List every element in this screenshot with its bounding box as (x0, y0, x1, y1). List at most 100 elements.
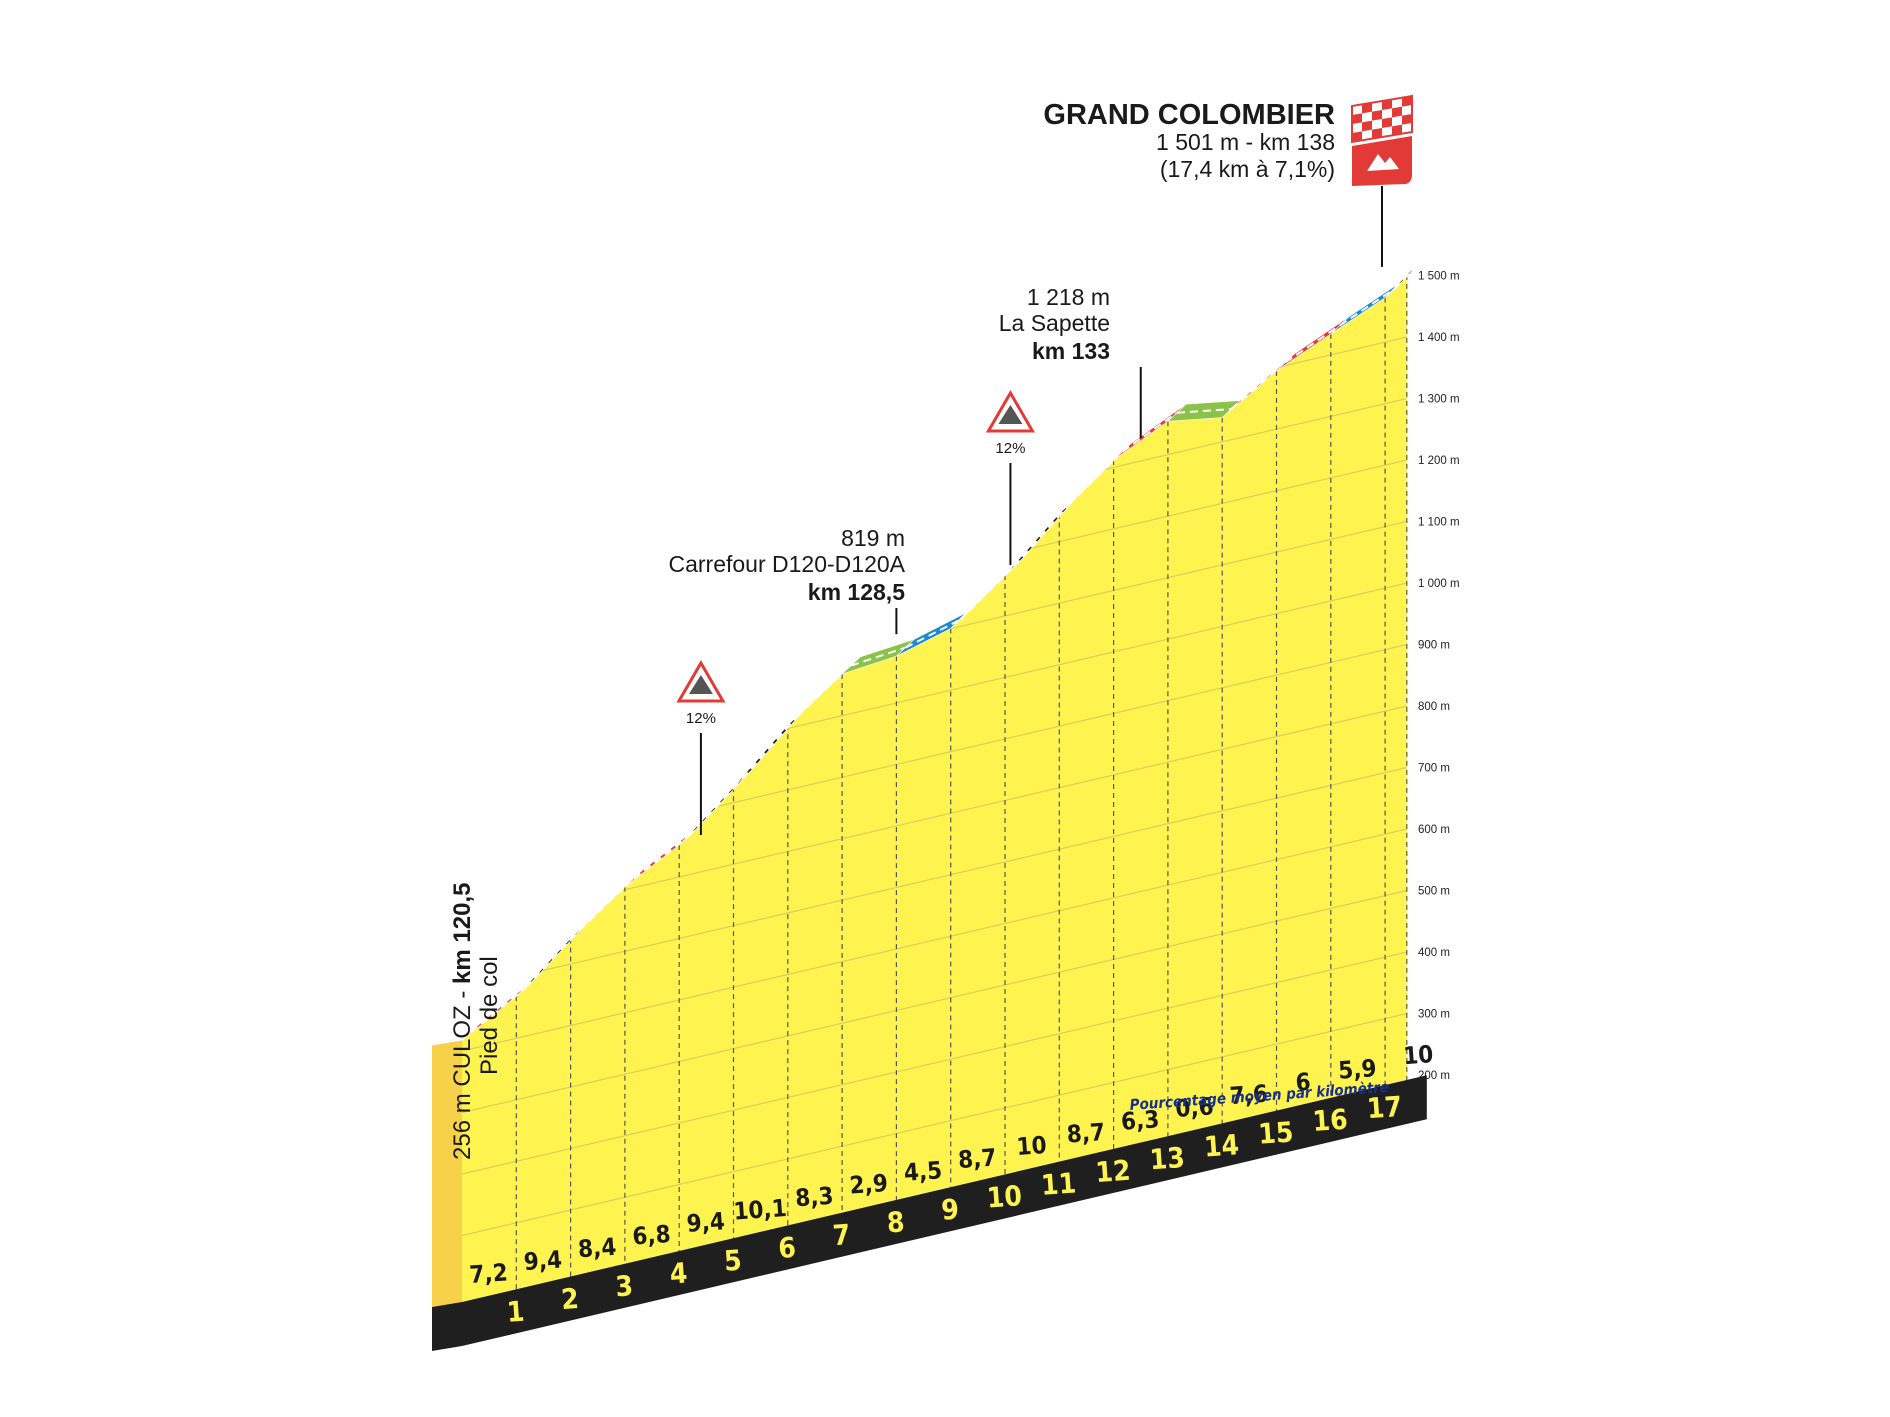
gradient-label-10: 8,7 (957, 1143, 997, 1174)
road-centerline-16 (1284, 324, 1341, 364)
road-centerline-1 (470, 987, 526, 1033)
road-centerline-8 (850, 646, 906, 667)
point-carrefour-altitude: 819 m (841, 525, 905, 551)
y-tick-1400: 1 400 m (1418, 332, 1460, 344)
base-band-group (432, 1075, 1427, 1351)
gradient-label-13: 6,3 (1120, 1105, 1160, 1136)
gradient-label-17: 5,9 (1337, 1054, 1377, 1085)
km-marker-13: 13 (1149, 1141, 1186, 1176)
km-marker-16: 16 (1311, 1103, 1348, 1138)
point-carrefour-name: Carrefour D120-D120A (668, 551, 905, 577)
gradient-label-1: 7,2 (469, 1258, 509, 1289)
gradient-label-16: 6 (1295, 1068, 1312, 1097)
km-marker-12: 12 (1094, 1154, 1131, 1189)
km-marker-15: 15 (1257, 1115, 1294, 1150)
road-centerline-13 (1122, 411, 1178, 453)
road-centerline-4 (633, 835, 689, 880)
y-tick-700: 700 m (1418, 763, 1450, 775)
gradient-label-8: 2,9 (849, 1169, 889, 1200)
point-la-sapette-km: km 133 (1032, 338, 1110, 364)
flag-check (1402, 113, 1412, 125)
point-la-sapette-name: La Sapette (999, 310, 1110, 336)
km-marker-11: 11 (1040, 1166, 1077, 1201)
y-axis: 200 m 300 m 400 m 500 m 600 m 700 m 800 m 900 m… (1418, 271, 1460, 1083)
point-la-sapette-altitude: 1 218 m (1027, 284, 1110, 310)
steep-warning-2: 12% (985, 390, 1036, 457)
start-label-prefix: 256 m CULOZ - (449, 984, 476, 1160)
finish-flag-icon (1351, 94, 1413, 144)
flag-check (1382, 99, 1392, 110)
y-tick-1500: 1 500 m (1418, 271, 1460, 283)
road-centerline-2 (524, 929, 581, 989)
km-marker-5: 5 (723, 1244, 743, 1278)
gradient-label-3: 8,4 (577, 1233, 617, 1264)
profile-fill (462, 274, 1407, 1302)
flag-check (1392, 106, 1402, 118)
km-marker-9: 9 (940, 1193, 960, 1227)
flag-check (1352, 131, 1362, 142)
profile-area-group (432, 274, 1407, 1307)
gradient-label-11: 10 (1016, 1131, 1048, 1161)
gradient-label-4: 6,8 (631, 1220, 671, 1251)
point-la-sapette: 1 218 m La Sapette km 133 (999, 284, 1110, 364)
base-band (432, 1075, 1427, 1351)
km-marker-14: 14 (1203, 1128, 1240, 1163)
summit-line1: 1 501 m - km 138 (1156, 129, 1335, 155)
gradient-label-9: 4,5 (903, 1156, 943, 1187)
km-marker-8: 8 (886, 1205, 906, 1239)
gradient-label-14: 0,6 (1174, 1092, 1214, 1123)
flag-check (1402, 95, 1412, 107)
y-tick-1100: 1 100 m (1418, 517, 1460, 529)
mountain-category-icon (1352, 136, 1412, 186)
y-tick-1000: 1 000 m (1418, 578, 1460, 590)
gridline-500 (462, 889, 1407, 1118)
km-marker-3: 3 (614, 1269, 634, 1303)
gradient-label-18: 10 (1402, 1040, 1434, 1070)
y-tick-600: 600 m (1418, 824, 1450, 836)
segment-labels-group: 7,2 9,4 8,4 6,8 9,4 10,1 8,3 2,9 4,5 8,7 10 8,7 6,3 0… (469, 1040, 1435, 1329)
km-marker-10: 10 (986, 1179, 1023, 1214)
flag-check (1372, 127, 1382, 139)
y-tick-500: 500 m (1418, 886, 1450, 898)
gridline-400 (462, 951, 1407, 1180)
road-centerline-9 (904, 619, 961, 649)
gradient-label-5: 9,4 (686, 1207, 726, 1238)
gridline-300 (462, 1012, 1407, 1241)
summit-title: GRAND COLOMBIER (1043, 99, 1335, 131)
km-marker-7: 7 (832, 1218, 852, 1252)
start-label-km: km 120,5 (449, 883, 476, 984)
gradient-label-2: 9,4 (523, 1246, 563, 1277)
y-tick-400: 400 m (1418, 947, 1450, 959)
y-tick-800: 800 m (1418, 701, 1450, 713)
road-centerline-6 (741, 715, 798, 780)
flag-check (1382, 117, 1392, 128)
gradient-label-15: 7,6 (1229, 1080, 1269, 1111)
y-tick-900: 900 m (1418, 640, 1450, 652)
flag-check (1362, 120, 1372, 132)
steep-warning-1: 12% (676, 659, 726, 727)
start-label: 256 m CULOZ - km 120,5 (449, 883, 476, 1160)
point-carrefour-km: km 128,5 (808, 579, 905, 605)
point-carrefour: 819 m Carrefour D120-D120A km 128,5 (668, 525, 905, 605)
summit-line2: (17,4 km à 7,1%) (1160, 156, 1335, 182)
steep-warning-1-text: 12% (686, 710, 716, 727)
y-tick-1300: 1 300 m (1418, 394, 1460, 406)
annotation-leader-lines (699, 186, 1383, 835)
gradient-label-12: 8,7 (1066, 1118, 1106, 1149)
km-marker-17: 17 (1366, 1090, 1403, 1125)
steep-warning-2-text: 12% (995, 440, 1025, 457)
road-centerline-14 (1176, 408, 1232, 414)
road-centerline-17 (1339, 288, 1395, 327)
gradient-label-6: 10,1 (733, 1194, 788, 1226)
road-centerline-5 (687, 777, 744, 838)
flag-check (1392, 124, 1402, 136)
flag-check (1352, 113, 1362, 124)
flag-check (1362, 102, 1372, 114)
profile-front-face (432, 1040, 462, 1307)
road-centerline-18 (1393, 265, 1417, 290)
flag-check (1372, 109, 1382, 121)
gridline-700 (462, 766, 1407, 995)
km-marker-4: 4 (669, 1256, 689, 1290)
y-tick-1200: 1 200 m (1418, 455, 1460, 467)
